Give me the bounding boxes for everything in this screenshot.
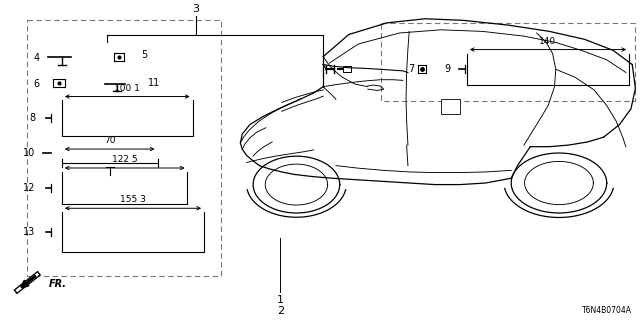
Text: 3: 3 [192, 4, 199, 14]
Text: 12: 12 [23, 183, 35, 193]
Bar [344, 66, 351, 72]
Text: 9: 9 [445, 64, 451, 74]
Text: 70: 70 [104, 136, 115, 145]
Text: T6N4B0704A: T6N4B0704A [582, 307, 632, 316]
Text: 100 1: 100 1 [115, 84, 140, 92]
Text: 1: 1 [277, 295, 284, 305]
Text: 7: 7 [408, 64, 414, 74]
Text: 13: 13 [23, 227, 35, 237]
Text: 5: 5 [141, 50, 148, 60]
Text: 4: 4 [33, 53, 40, 63]
Text: 6: 6 [33, 78, 40, 89]
Text: 155 3: 155 3 [120, 195, 146, 204]
Text: 11: 11 [148, 78, 160, 88]
Text: FR.: FR. [49, 279, 67, 289]
Text: 2: 2 [277, 306, 284, 316]
Bar [27, 20, 221, 276]
Bar [441, 99, 460, 114]
Text: 140: 140 [540, 36, 557, 46]
Text: 8: 8 [29, 113, 35, 123]
Text: 122 5: 122 5 [112, 155, 138, 164]
Text: 10: 10 [23, 148, 35, 158]
Bar [381, 23, 636, 101]
